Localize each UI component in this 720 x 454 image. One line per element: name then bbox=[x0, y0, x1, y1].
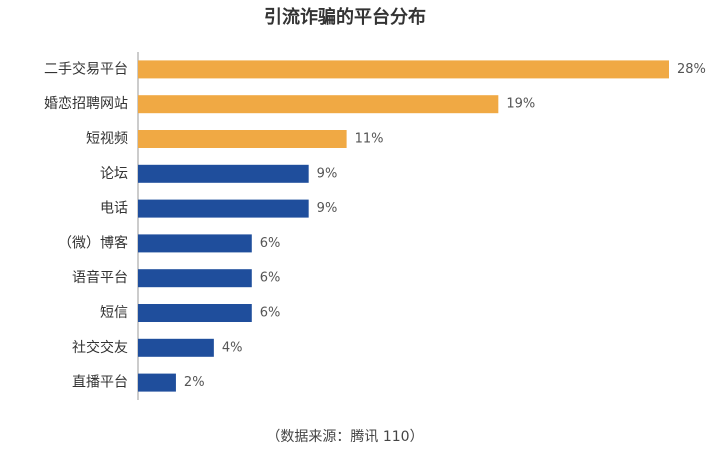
value-label: 4% bbox=[222, 340, 243, 355]
value-label: 2% bbox=[184, 375, 205, 390]
category-label: 婚恋招聘网站 bbox=[44, 95, 128, 112]
category-label: （微）博客 bbox=[58, 234, 128, 251]
category-label: 社交交友 bbox=[72, 339, 128, 356]
value-label: 6% bbox=[260, 306, 281, 321]
bar bbox=[138, 269, 252, 288]
value-label: 9% bbox=[317, 166, 338, 181]
bar bbox=[138, 338, 214, 357]
bar bbox=[138, 164, 309, 183]
bar bbox=[138, 234, 252, 253]
bar bbox=[138, 304, 252, 322]
chart-title: 引流诈骗的平台分布 bbox=[264, 6, 426, 28]
value-label: 6% bbox=[260, 271, 281, 286]
category-label: 短视频 bbox=[86, 131, 128, 147]
bar bbox=[138, 199, 309, 218]
value-label: 11% bbox=[355, 132, 384, 147]
value-label: 19% bbox=[506, 97, 535, 112]
category-label: 论坛 bbox=[100, 166, 128, 182]
bar bbox=[138, 130, 347, 148]
category-label: 二手交易平台 bbox=[44, 60, 128, 77]
category-label: 电话 bbox=[100, 201, 128, 217]
value-label: 28% bbox=[677, 62, 706, 77]
bar bbox=[138, 95, 499, 114]
category-label: 直播平台 bbox=[72, 374, 128, 391]
bar bbox=[138, 60, 669, 79]
value-label: 9% bbox=[317, 201, 338, 216]
value-label: 6% bbox=[260, 236, 281, 251]
bar bbox=[138, 373, 176, 392]
category-label: 语音平台 bbox=[72, 269, 128, 286]
source-note: （数据来源：腾讯 110） bbox=[266, 428, 423, 445]
category-label: 短信 bbox=[100, 305, 128, 321]
